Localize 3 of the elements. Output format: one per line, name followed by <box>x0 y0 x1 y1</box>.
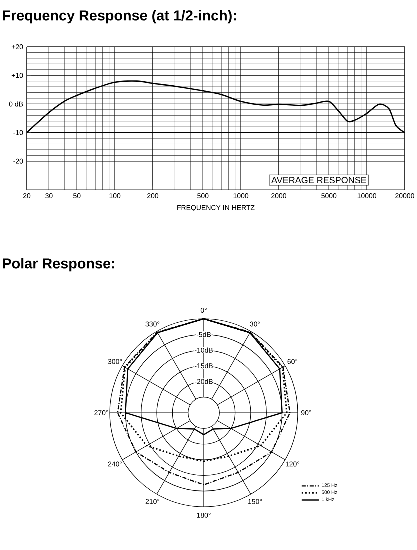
chart-title: Polar Response: <box>3 258 114 272</box>
chart-title: Frequency Response (at 1/2-inch): <box>3 10 236 24</box>
annotation: AVERAGE RESPONSE <box>272 177 366 184</box>
